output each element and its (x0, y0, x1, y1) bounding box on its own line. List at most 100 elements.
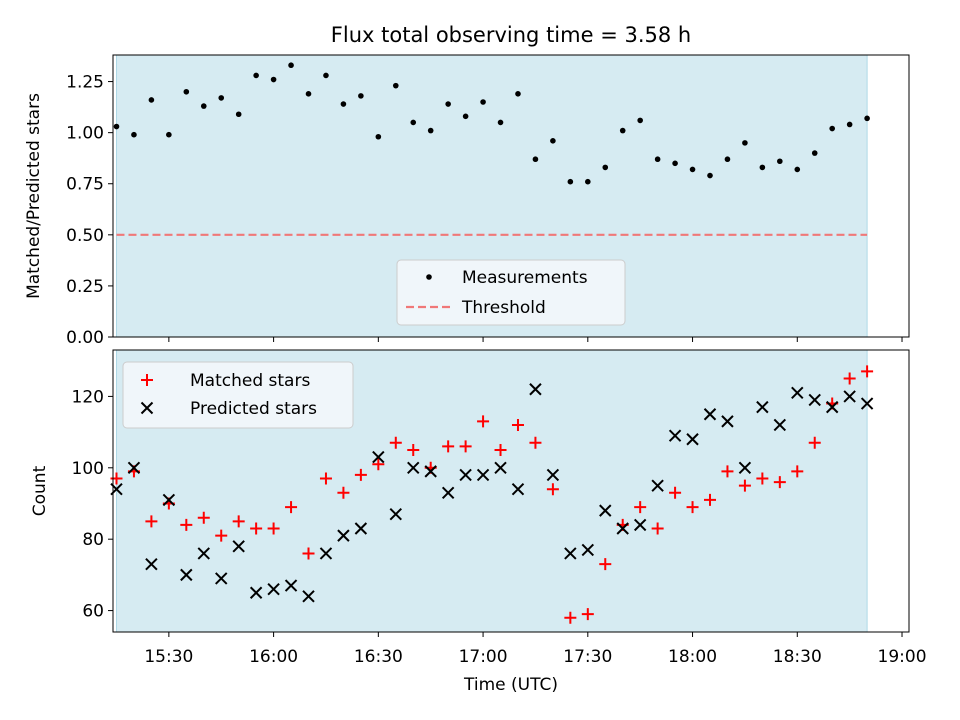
measurement-point (253, 72, 259, 79)
measurement-point (811, 150, 818, 156)
predicted-star-point (476, 468, 490, 482)
matched-star-point (738, 479, 751, 492)
predicted-star-point (215, 572, 228, 585)
legend-matched-label: Matched stars (190, 371, 310, 391)
predicted-star-point (860, 397, 874, 410)
matched-star-point (669, 486, 682, 499)
bottom-y-tick-label: 80 (82, 530, 104, 550)
measurement-point (131, 131, 137, 138)
matched-star-point (511, 418, 524, 431)
predicted-star-point (459, 468, 472, 482)
measurement-point (532, 156, 539, 163)
predicted-star-point (599, 504, 612, 517)
bottom-y-tick-label: 60 (82, 602, 104, 622)
predicted-star-point (337, 529, 350, 542)
bottom-y-ticks: 60 80 100 120 (72, 387, 113, 622)
measurement-point (462, 113, 469, 120)
matched-star-point (442, 440, 455, 453)
matched-star-point (791, 465, 804, 478)
bottom-axes-frame (112, 349, 910, 633)
top-axes-frame (112, 54, 910, 338)
top-y-tick-label: 0.50 (66, 226, 104, 246)
predicted-star-point (791, 386, 804, 400)
measurement-point (200, 103, 207, 109)
measurement-point (864, 115, 870, 122)
matched-star-point (459, 440, 472, 453)
predicted-star-point (494, 461, 507, 475)
matched-star-point (145, 515, 158, 528)
matched-star-point (197, 511, 210, 524)
predicted-star-point (407, 461, 420, 475)
predicted-star-point (284, 579, 298, 592)
measurement-point (794, 166, 801, 173)
measurement-point (829, 125, 835, 132)
measurement-point (270, 76, 277, 83)
matched-star-point (267, 522, 280, 535)
matched-star-point (564, 611, 577, 624)
measurement-point (689, 166, 696, 173)
measurement-point (654, 156, 661, 163)
predicted-star-point (180, 568, 193, 582)
matched-star-point (843, 372, 856, 385)
predicted-star-point (162, 493, 176, 507)
bottom-y-axis-label: Count (30, 465, 50, 516)
measurement-point (846, 121, 853, 128)
x-tick-label: 17:00 (459, 647, 508, 667)
measurement-point (445, 101, 451, 107)
bottom-y-tick-label: 120 (72, 387, 104, 407)
matched-star-point (651, 522, 664, 535)
predicted-star-point (651, 479, 664, 492)
matched-star-point (581, 608, 594, 621)
matched-star-point (285, 501, 298, 514)
measurement-point (358, 93, 364, 99)
predicted-star-point (354, 522, 368, 535)
matched-star-point (546, 483, 559, 496)
matched-star-point (599, 558, 612, 571)
matched-star-point (808, 436, 821, 449)
predicted-star-point (529, 383, 542, 396)
matched-star-point (354, 468, 367, 481)
predicted-star-point (319, 547, 333, 560)
measurement-point (235, 111, 242, 118)
x-tick-label: 16:30 (354, 647, 403, 667)
bottom-panel: 60 80 100 120 15:30 16:00 16:30 17:00 17:30 18:0… (30, 349, 927, 695)
matched-star-point (773, 476, 786, 489)
top-x-ticks (168, 337, 903, 342)
legend-measurements-label: Measurements (462, 268, 588, 288)
x-tick-label: 17:30 (563, 647, 612, 667)
top-panel: 0.00 0.25 0.50 0.75 1.00 1.25 Matched/Predict… (24, 54, 910, 348)
predicted-star-point (703, 408, 717, 421)
x-axis-label: Time (UTC) (463, 675, 558, 695)
legend-measurements-marker (426, 274, 432, 280)
measurement-point (305, 91, 312, 97)
legend-threshold-label: Threshold (461, 298, 546, 318)
matched-star-point (756, 472, 769, 485)
predicted-star-point (668, 429, 682, 442)
x-tick-label: 19:00 (878, 647, 927, 667)
top-legend-box (396, 259, 626, 326)
bottom-legend-box (122, 361, 354, 429)
measurement-point (288, 62, 294, 69)
chart-title: Flux total observing time = 3.58 h (331, 23, 691, 47)
measurement-point (392, 82, 399, 89)
matched-star-point (337, 486, 350, 499)
predicted-stars-points (110, 383, 874, 603)
measurement-point (340, 101, 347, 107)
matched-star-point (686, 501, 699, 514)
x-tick-label: 15:30 (144, 647, 193, 667)
predicted-star-point (197, 547, 210, 560)
predicted-star-point (738, 461, 752, 475)
top-y-axis-label: Matched/Predicted stars (24, 93, 44, 299)
predicted-star-point (686, 433, 699, 446)
legend-predicted-marker (140, 401, 154, 415)
measurement-point (480, 99, 486, 105)
predicted-star-point (424, 465, 437, 478)
x-tick-label: 18:30 (773, 647, 822, 667)
bottom-x-ticks: 15:30 16:00 16:30 17:00 17:30 18:00 18:30 19:00 (144, 632, 927, 667)
legend-matched-marker (141, 374, 153, 386)
measurement-point (375, 133, 382, 140)
measurement-point (113, 123, 120, 130)
measurement-point (759, 164, 766, 171)
predicted-star-point (808, 393, 821, 407)
matched-star-point (232, 515, 245, 528)
